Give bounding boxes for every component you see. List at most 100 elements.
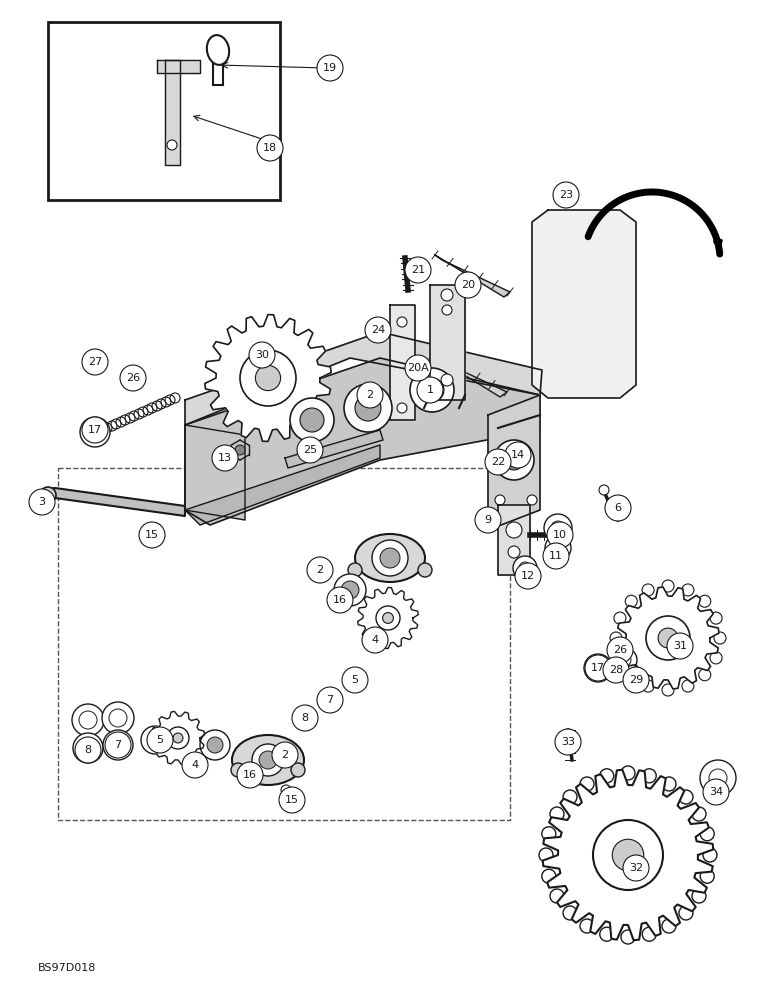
Circle shape bbox=[700, 760, 736, 796]
Circle shape bbox=[120, 365, 146, 391]
Ellipse shape bbox=[355, 534, 425, 582]
Circle shape bbox=[551, 521, 565, 535]
Circle shape bbox=[584, 654, 612, 682]
Circle shape bbox=[109, 709, 127, 727]
Circle shape bbox=[297, 437, 323, 463]
Circle shape bbox=[365, 317, 391, 343]
Circle shape bbox=[593, 820, 663, 890]
Text: 21: 21 bbox=[411, 265, 425, 275]
Circle shape bbox=[80, 417, 110, 447]
Circle shape bbox=[505, 442, 531, 468]
Text: 7: 7 bbox=[114, 740, 121, 750]
Circle shape bbox=[397, 317, 407, 327]
Circle shape bbox=[291, 763, 305, 777]
Text: BS97D018: BS97D018 bbox=[38, 963, 96, 973]
Text: 2: 2 bbox=[282, 750, 289, 760]
Circle shape bbox=[441, 289, 453, 301]
Circle shape bbox=[508, 546, 520, 558]
Circle shape bbox=[235, 445, 245, 455]
Text: 10: 10 bbox=[553, 530, 567, 540]
Circle shape bbox=[591, 661, 605, 675]
Text: 4: 4 bbox=[191, 760, 198, 770]
Circle shape bbox=[292, 705, 318, 731]
Circle shape bbox=[82, 349, 108, 375]
Text: 34: 34 bbox=[709, 787, 723, 797]
Text: 26: 26 bbox=[126, 373, 140, 383]
Text: 17: 17 bbox=[88, 425, 102, 435]
Text: 8: 8 bbox=[84, 745, 92, 755]
Circle shape bbox=[257, 135, 283, 161]
Text: 16: 16 bbox=[333, 595, 347, 605]
Circle shape bbox=[544, 514, 572, 542]
Polygon shape bbox=[498, 505, 530, 575]
Circle shape bbox=[342, 667, 368, 693]
Polygon shape bbox=[390, 305, 415, 420]
Circle shape bbox=[420, 378, 444, 402]
Text: 23: 23 bbox=[559, 190, 573, 200]
Circle shape bbox=[527, 495, 537, 505]
Text: 11: 11 bbox=[549, 551, 563, 561]
Circle shape bbox=[545, 535, 571, 561]
Circle shape bbox=[167, 727, 189, 749]
Text: 13: 13 bbox=[218, 453, 232, 463]
Circle shape bbox=[495, 495, 505, 505]
Circle shape bbox=[290, 398, 334, 442]
Text: 27: 27 bbox=[88, 357, 102, 367]
Circle shape bbox=[182, 752, 208, 778]
Circle shape bbox=[490, 450, 510, 470]
Text: 20: 20 bbox=[461, 280, 475, 290]
Circle shape bbox=[82, 417, 108, 443]
Circle shape bbox=[667, 633, 693, 659]
Circle shape bbox=[327, 587, 353, 613]
Circle shape bbox=[72, 704, 104, 736]
Circle shape bbox=[357, 382, 383, 408]
Text: 9: 9 bbox=[485, 515, 492, 525]
Text: 2: 2 bbox=[317, 565, 323, 575]
Circle shape bbox=[607, 637, 633, 663]
Circle shape bbox=[341, 581, 359, 599]
Polygon shape bbox=[151, 711, 205, 765]
Polygon shape bbox=[185, 358, 540, 525]
Circle shape bbox=[612, 839, 644, 871]
Circle shape bbox=[279, 787, 305, 813]
Polygon shape bbox=[185, 332, 542, 425]
Circle shape bbox=[173, 733, 183, 743]
Circle shape bbox=[40, 487, 56, 503]
Text: 26: 26 bbox=[613, 645, 627, 655]
Text: 18: 18 bbox=[263, 143, 277, 153]
Circle shape bbox=[252, 744, 284, 776]
Circle shape bbox=[397, 403, 407, 413]
Polygon shape bbox=[488, 395, 540, 530]
Circle shape bbox=[515, 563, 541, 589]
Circle shape bbox=[383, 613, 394, 623]
Circle shape bbox=[102, 702, 134, 734]
Circle shape bbox=[599, 485, 609, 495]
Text: 4: 4 bbox=[371, 635, 378, 645]
Circle shape bbox=[110, 737, 126, 753]
Circle shape bbox=[658, 628, 678, 648]
Polygon shape bbox=[543, 770, 713, 940]
Circle shape bbox=[147, 727, 173, 753]
Circle shape bbox=[519, 562, 531, 574]
Circle shape bbox=[455, 272, 481, 298]
Circle shape bbox=[494, 440, 534, 480]
Circle shape bbox=[475, 507, 501, 533]
Circle shape bbox=[281, 785, 291, 795]
Circle shape bbox=[240, 350, 296, 406]
Circle shape bbox=[237, 762, 263, 788]
Circle shape bbox=[103, 730, 133, 760]
Text: 24: 24 bbox=[371, 325, 385, 335]
Polygon shape bbox=[432, 355, 507, 397]
Circle shape bbox=[212, 445, 238, 471]
Text: 28: 28 bbox=[609, 665, 623, 675]
Circle shape bbox=[300, 408, 324, 432]
Circle shape bbox=[709, 769, 727, 787]
FancyBboxPatch shape bbox=[48, 22, 280, 200]
Circle shape bbox=[619, 654, 631, 666]
Text: 19: 19 bbox=[323, 63, 337, 73]
Circle shape bbox=[543, 543, 569, 569]
Circle shape bbox=[553, 182, 579, 208]
Text: 8: 8 bbox=[301, 713, 309, 723]
Circle shape bbox=[603, 657, 629, 683]
Circle shape bbox=[231, 763, 245, 777]
